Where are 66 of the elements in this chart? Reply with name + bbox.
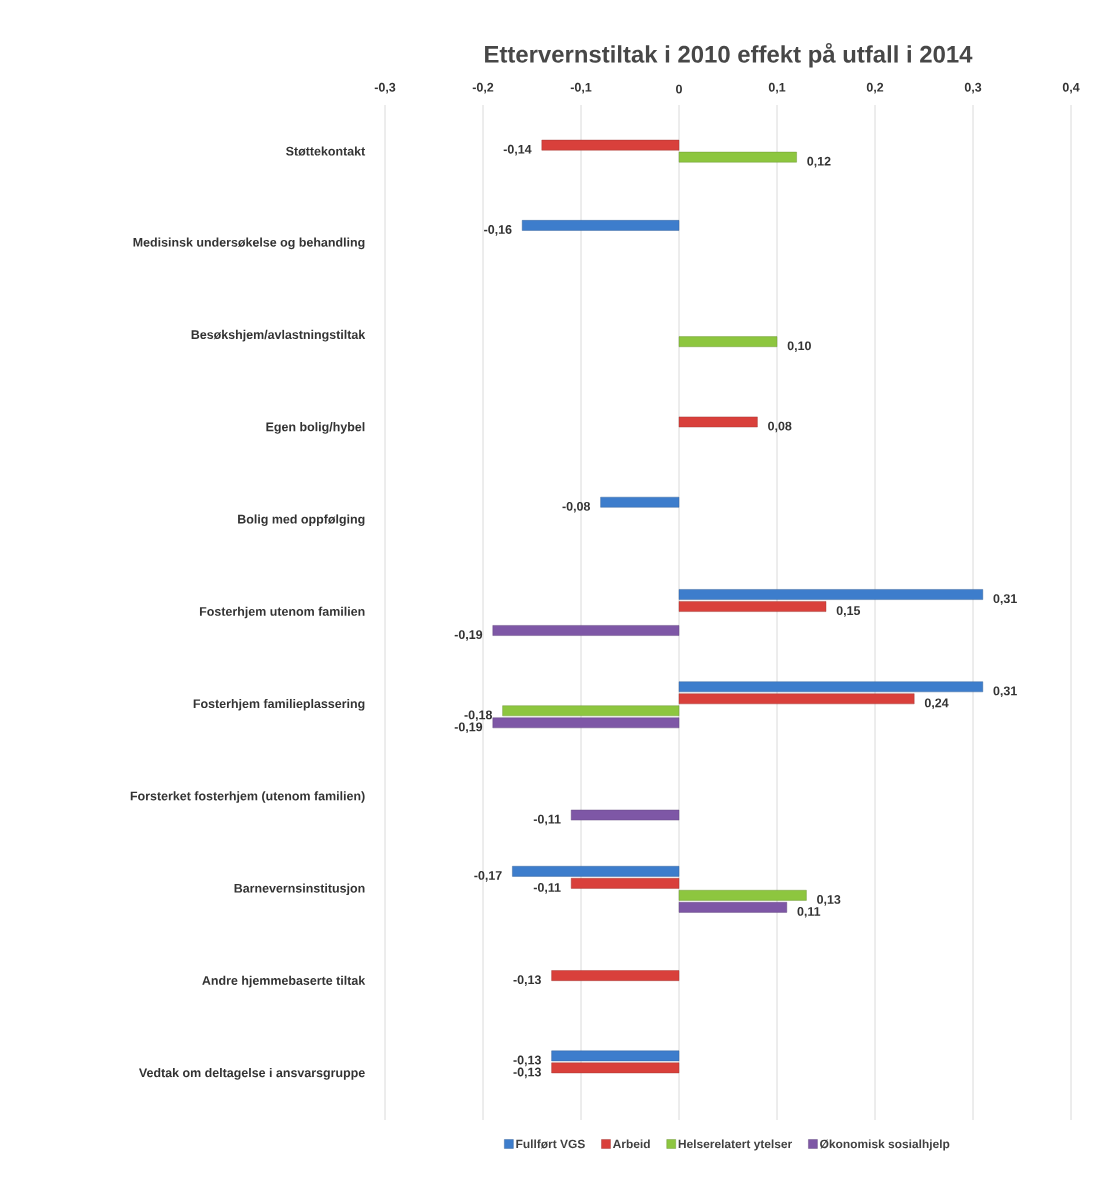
y-tick-label: Fosterhjem utenom familien bbox=[199, 606, 365, 619]
bar bbox=[678, 151, 797, 163]
bar bbox=[600, 496, 680, 508]
data-label: -0,13 bbox=[513, 1067, 541, 1079]
y-tick-label: Fosterhjem familieplassering bbox=[193, 698, 365, 711]
legend-label: Fullført VGS bbox=[516, 1139, 585, 1149]
bar bbox=[678, 693, 915, 705]
y-tick-label: Vedtak om deltagelse i ansvarsgruppe bbox=[138, 1068, 365, 1080]
x-tick-label: -0,3 bbox=[374, 82, 396, 94]
y-tick-label: Støttekontakt bbox=[286, 146, 366, 156]
data-label: -0,16 bbox=[484, 225, 512, 236]
y-tick-label: Egen bolig/hybel bbox=[266, 422, 365, 434]
bar bbox=[678, 336, 778, 347]
x-tick-label: 0,4 bbox=[1062, 82, 1080, 94]
bar bbox=[678, 601, 827, 612]
data-label: 0,10 bbox=[787, 341, 811, 352]
data-label: -0,19 bbox=[454, 630, 483, 641]
data-label: -0,14 bbox=[503, 144, 532, 156]
bar bbox=[541, 139, 680, 151]
x-tick-label: 0,1 bbox=[768, 82, 786, 94]
bar bbox=[571, 878, 680, 889]
data-label: 0,11 bbox=[797, 907, 821, 918]
data-label: 0,24 bbox=[924, 698, 949, 710]
bar bbox=[502, 705, 680, 717]
bar bbox=[678, 681, 983, 693]
bar bbox=[678, 902, 787, 913]
data-label: -0,13 bbox=[513, 975, 541, 986]
data-label: -0,17 bbox=[474, 871, 502, 882]
x-tick-label: 0,3 bbox=[964, 82, 982, 94]
x-tick-label: -0,2 bbox=[472, 82, 494, 94]
data-label: -0,11 bbox=[533, 883, 561, 894]
x-tick-label: -0,1 bbox=[570, 82, 592, 94]
legend-label: Arbeid bbox=[612, 1139, 650, 1149]
bar bbox=[678, 589, 983, 600]
legend-label: Helserelatert ytelser bbox=[678, 1139, 793, 1151]
legend-label: Økonomisk sosialhjelp bbox=[820, 1139, 950, 1151]
bar bbox=[512, 866, 680, 877]
data-label: 0,08 bbox=[768, 421, 792, 433]
y-tick-label: Forsterket fosterhjem (utenom familien) bbox=[130, 791, 365, 803]
y-tick-label: Barnevernsinstitusjon bbox=[234, 883, 365, 896]
bar bbox=[522, 220, 680, 231]
data-label: 0,15 bbox=[836, 606, 861, 617]
data-label: 0,12 bbox=[807, 156, 831, 168]
y-tick-label: Bolig med oppfølging bbox=[238, 514, 365, 527]
data-label: -0,18 bbox=[464, 710, 493, 722]
data-label: 0,13 bbox=[817, 895, 841, 906]
x-tick-label: 0,2 bbox=[866, 82, 884, 94]
data-label: -0,11 bbox=[533, 814, 561, 826]
bar bbox=[551, 1050, 680, 1062]
bar bbox=[678, 890, 807, 901]
bar bbox=[678, 416, 758, 428]
bar bbox=[551, 970, 680, 981]
data-label: -0,08 bbox=[562, 501, 591, 513]
data-label: 0,31 bbox=[993, 686, 1017, 698]
bar bbox=[492, 625, 680, 636]
y-tick-label: Medisinsk undersøkelse og behandling bbox=[133, 237, 365, 250]
bar bbox=[492, 717, 680, 729]
data-label: -0,13 bbox=[513, 1055, 541, 1067]
bar bbox=[551, 1062, 680, 1074]
y-tick-label: Besøkshjem/avlastningstiltak bbox=[191, 329, 366, 342]
y-tick-label: Andre hjemmebaserte tiltak bbox=[202, 975, 366, 988]
data-label: -0,19 bbox=[454, 722, 483, 734]
x-tick-label: 0 bbox=[676, 84, 682, 94]
bar bbox=[571, 809, 680, 821]
chart-title: Ettervernstiltak i 2010 effekt på utfall i 2014 bbox=[485, 42, 973, 68]
data-label: 0,31 bbox=[993, 594, 1017, 605]
